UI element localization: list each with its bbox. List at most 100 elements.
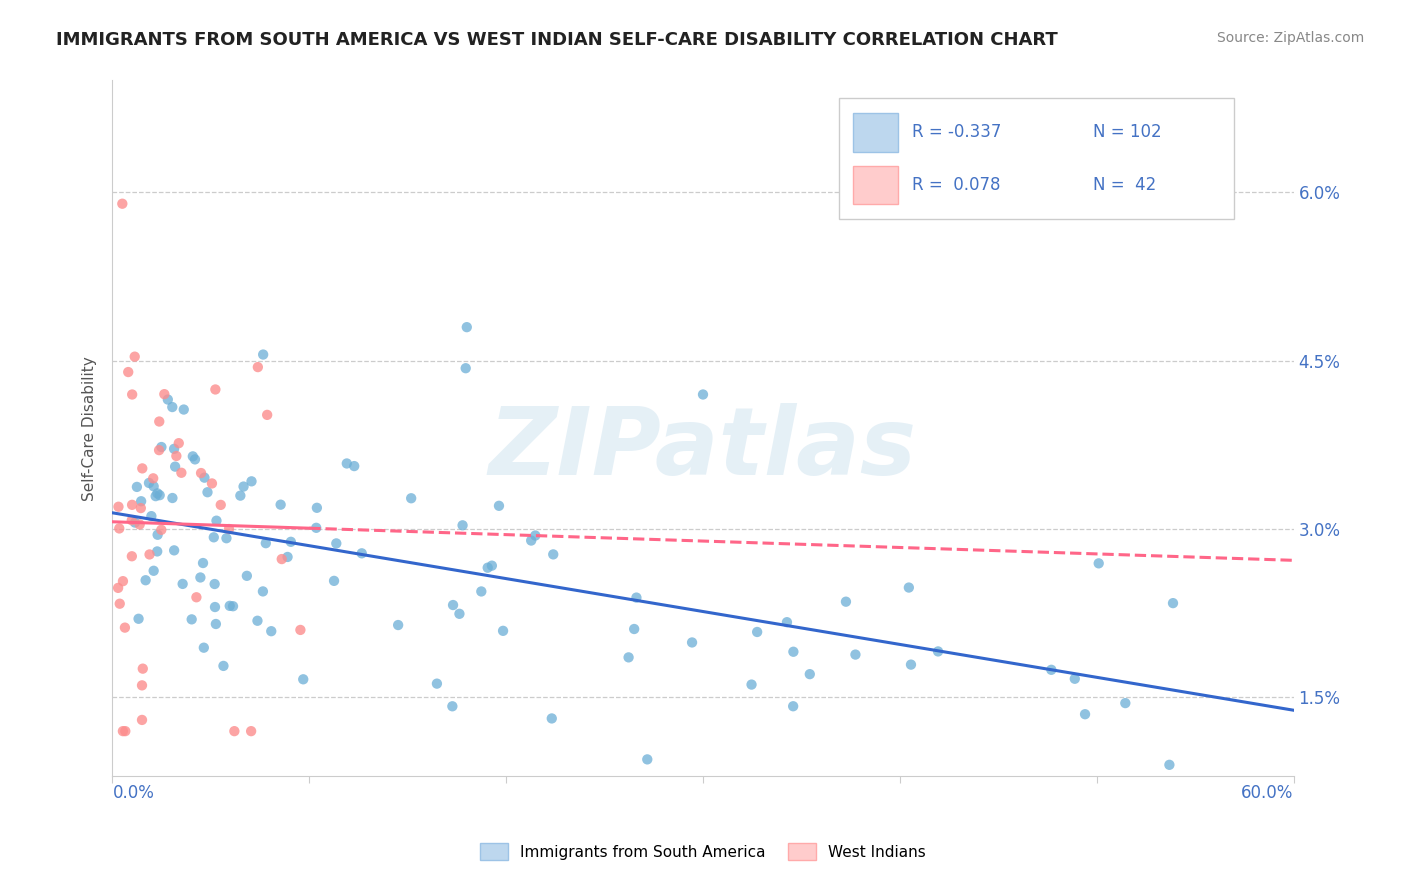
Point <box>270 552 292 566</box>
Point <box>623 622 645 636</box>
Point <box>197 485 219 500</box>
Point <box>163 543 186 558</box>
Point <box>524 528 547 542</box>
Point <box>162 491 184 505</box>
Point <box>142 564 165 578</box>
Point <box>121 549 143 564</box>
Legend: Immigrants from South America, West Indians: Immigrants from South America, West Indi… <box>474 837 932 866</box>
Text: R = -0.337: R = -0.337 <box>912 123 1001 142</box>
Point <box>325 536 347 550</box>
Point <box>799 667 821 681</box>
Point <box>246 360 269 375</box>
Point <box>323 574 346 588</box>
Point <box>240 724 263 739</box>
Point <box>148 443 170 458</box>
Point <box>204 383 226 397</box>
Point <box>1074 707 1097 722</box>
Point <box>204 577 226 591</box>
Text: N = 102: N = 102 <box>1092 123 1161 142</box>
Point <box>1161 596 1184 610</box>
Point <box>131 713 153 727</box>
Point <box>181 450 204 464</box>
Point <box>193 640 215 655</box>
Point <box>146 544 169 558</box>
Point <box>150 440 173 454</box>
Bar <box>853 113 898 152</box>
Point <box>252 347 274 361</box>
Bar <box>853 166 898 203</box>
Point <box>180 612 202 626</box>
Point <box>626 591 648 605</box>
Point <box>212 659 235 673</box>
Point <box>205 514 228 528</box>
Point <box>254 536 277 550</box>
Point <box>1114 696 1136 710</box>
Point <box>492 624 515 638</box>
Point <box>252 584 274 599</box>
Point <box>900 657 922 672</box>
Point <box>132 662 155 676</box>
Point <box>1063 672 1085 686</box>
Point <box>260 624 283 639</box>
Point <box>129 501 152 516</box>
Point <box>186 591 208 605</box>
Point <box>897 581 920 595</box>
Point <box>336 457 359 471</box>
Point <box>205 617 228 632</box>
Point <box>114 724 136 739</box>
Point <box>125 480 148 494</box>
FancyBboxPatch shape <box>839 97 1234 219</box>
Point <box>776 615 799 630</box>
Point <box>121 513 143 527</box>
Point <box>232 479 254 493</box>
Point <box>747 624 769 639</box>
Point <box>350 546 373 560</box>
Y-axis label: Self-Care Disability: Self-Care Disability <box>82 356 97 500</box>
Point <box>153 387 176 401</box>
Point <box>209 498 232 512</box>
Point <box>1040 663 1063 677</box>
Point <box>782 699 804 714</box>
Point <box>280 534 302 549</box>
Text: 60.0%: 60.0% <box>1241 784 1294 802</box>
Point <box>236 569 259 583</box>
Point <box>927 644 949 658</box>
Point <box>156 392 179 407</box>
Text: Source: ZipAtlas.com: Source: ZipAtlas.com <box>1216 31 1364 45</box>
Text: IMMIGRANTS FROM SOUTH AMERICA VS WEST INDIAN SELF-CARE DISABILITY CORRELATION CH: IMMIGRANTS FROM SOUTH AMERICA VS WEST IN… <box>56 31 1057 49</box>
Point <box>141 509 163 524</box>
Point <box>167 436 190 450</box>
Point <box>449 607 471 621</box>
Point <box>146 528 169 542</box>
Point <box>387 618 409 632</box>
Text: ZIPatlas: ZIPatlas <box>489 403 917 495</box>
Point <box>124 516 146 530</box>
Point <box>111 574 134 589</box>
Point <box>128 517 150 532</box>
Point <box>215 531 238 545</box>
Point <box>193 471 215 485</box>
Point <box>782 645 804 659</box>
Point <box>290 623 312 637</box>
Point <box>107 500 129 514</box>
Point <box>1159 757 1181 772</box>
Point <box>138 475 160 490</box>
Point <box>202 530 225 544</box>
Point <box>162 400 184 414</box>
Point <box>835 595 858 609</box>
Point <box>148 415 170 429</box>
Point <box>256 408 278 422</box>
Point <box>246 614 269 628</box>
Point <box>131 678 153 692</box>
Point <box>184 452 207 467</box>
Point <box>190 466 212 480</box>
Point <box>681 635 703 649</box>
Point <box>150 523 173 537</box>
Point <box>128 612 150 626</box>
Point <box>240 475 263 489</box>
Point <box>111 196 134 211</box>
Point <box>222 599 245 614</box>
Point <box>292 673 315 687</box>
Point <box>692 387 714 401</box>
Point <box>441 699 464 714</box>
